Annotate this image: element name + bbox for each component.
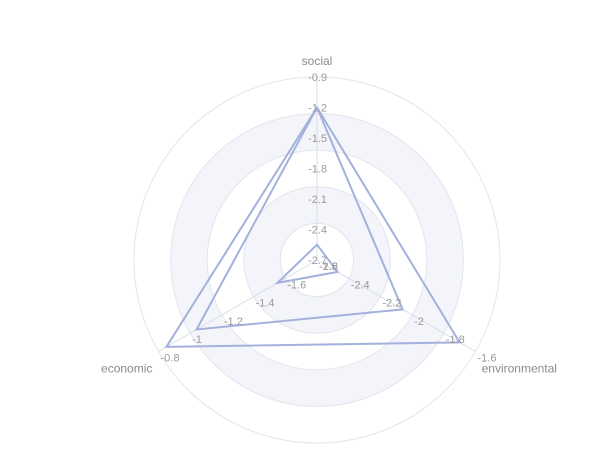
axis-name-social: social xyxy=(302,54,333,68)
axis-names: social environmental economic xyxy=(101,54,557,376)
axis-name-environmental: environmental xyxy=(482,362,557,376)
tick-label-economic: -1.4 xyxy=(256,298,275,310)
tick-label-social: -1.8 xyxy=(308,164,327,176)
tick-label-economic: -1 xyxy=(192,334,202,346)
tick-label-environmental: -2.6 xyxy=(319,261,338,273)
axis-line-environmental xyxy=(316,259,476,352)
tick-label-economic: -1.6 xyxy=(287,279,306,291)
tick-label-social: -0.9 xyxy=(308,72,327,84)
tick-label-social: -2.7 xyxy=(308,255,327,267)
split-area-band xyxy=(207,150,427,370)
tick-label-social: -2.1 xyxy=(308,194,327,206)
tick-label-environmental: -1.6 xyxy=(478,353,497,365)
series-line-2 xyxy=(194,105,405,331)
tick-label-social: -1.2 xyxy=(308,103,327,115)
tick-label-social: -1.5 xyxy=(308,133,327,145)
tick-label-economic: -0.8 xyxy=(161,353,180,365)
tick-label-economic: -1.2 xyxy=(224,316,243,328)
axis-name-economic: economic xyxy=(101,362,152,376)
tick-label-environmental: -1.8 xyxy=(446,334,465,346)
tick-label-environmental: -2.2 xyxy=(382,298,401,310)
series-line-3 xyxy=(274,243,340,285)
tick-label-social: -2.4 xyxy=(308,225,327,237)
series-lines xyxy=(164,105,462,348)
tick-label-economic: -1.8 xyxy=(319,261,338,273)
split-area-band xyxy=(243,186,391,334)
series-line-1 xyxy=(164,105,462,348)
tick-label-environmental: -2 xyxy=(414,316,424,328)
axis-line-economic xyxy=(158,259,318,352)
tick-labels: -2.7 -2.4 -2.1 -1.8 -1.5 -1.2 -0.9 -2.6 -2.4 -2.2… xyxy=(161,72,497,365)
tick-label-environmental: -2.4 xyxy=(351,279,370,291)
